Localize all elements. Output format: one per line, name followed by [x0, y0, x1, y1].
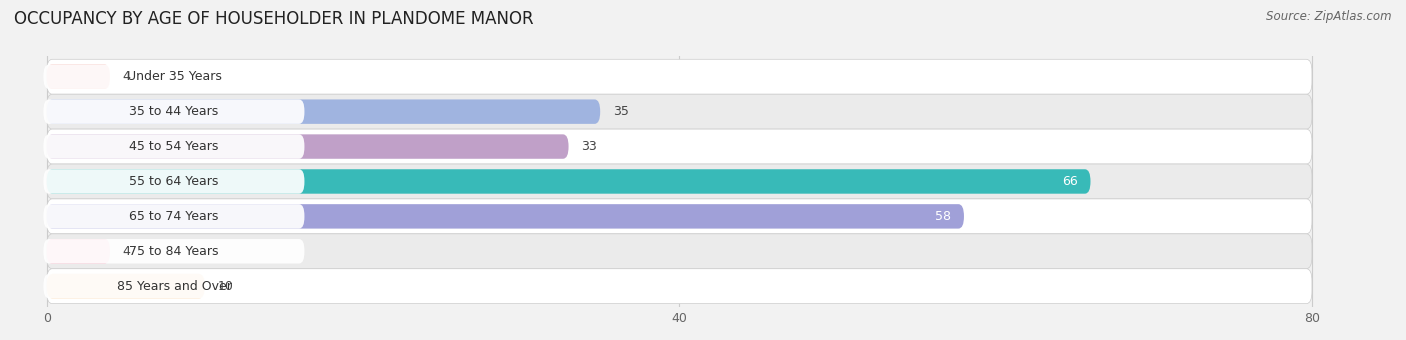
Text: 55 to 64 Years: 55 to 64 Years [129, 175, 219, 188]
FancyBboxPatch shape [46, 199, 1312, 234]
FancyBboxPatch shape [46, 164, 1312, 199]
FancyBboxPatch shape [44, 239, 305, 264]
FancyBboxPatch shape [46, 269, 1312, 304]
Text: Source: ZipAtlas.com: Source: ZipAtlas.com [1267, 10, 1392, 23]
FancyBboxPatch shape [44, 169, 305, 194]
FancyBboxPatch shape [46, 134, 568, 159]
FancyBboxPatch shape [46, 129, 1312, 164]
Text: 35: 35 [613, 105, 628, 118]
Text: 75 to 84 Years: 75 to 84 Years [129, 245, 219, 258]
FancyBboxPatch shape [46, 274, 205, 299]
FancyBboxPatch shape [44, 65, 305, 89]
FancyBboxPatch shape [44, 204, 305, 228]
FancyBboxPatch shape [44, 99, 305, 124]
Text: 58: 58 [935, 210, 952, 223]
FancyBboxPatch shape [44, 274, 305, 299]
Text: 33: 33 [581, 140, 598, 153]
Text: OCCUPANCY BY AGE OF HOUSEHOLDER IN PLANDOME MANOR: OCCUPANCY BY AGE OF HOUSEHOLDER IN PLAND… [14, 10, 534, 28]
Text: Under 35 Years: Under 35 Years [127, 70, 221, 83]
FancyBboxPatch shape [46, 204, 965, 228]
Text: 45 to 54 Years: 45 to 54 Years [129, 140, 219, 153]
Text: 10: 10 [218, 280, 233, 293]
Text: 35 to 44 Years: 35 to 44 Years [129, 105, 218, 118]
FancyBboxPatch shape [46, 239, 110, 264]
FancyBboxPatch shape [46, 59, 1312, 94]
FancyBboxPatch shape [46, 234, 1312, 269]
FancyBboxPatch shape [46, 99, 600, 124]
FancyBboxPatch shape [46, 94, 1312, 129]
FancyBboxPatch shape [44, 134, 305, 159]
Text: 4: 4 [122, 70, 131, 83]
Text: 66: 66 [1062, 175, 1078, 188]
Text: 65 to 74 Years: 65 to 74 Years [129, 210, 219, 223]
Text: 4: 4 [122, 245, 131, 258]
FancyBboxPatch shape [46, 65, 110, 89]
Text: 85 Years and Over: 85 Years and Over [117, 280, 232, 293]
FancyBboxPatch shape [46, 169, 1091, 194]
